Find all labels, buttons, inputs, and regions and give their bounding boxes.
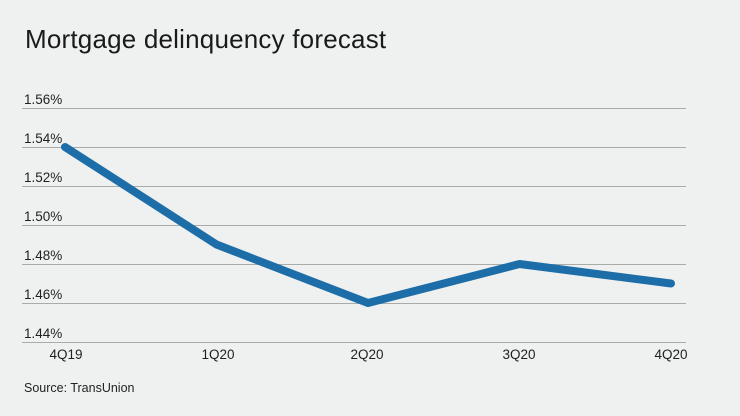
y-tick-label: 1.52% (24, 170, 63, 185)
x-tick-label: 2Q20 (350, 347, 384, 362)
y-tick-label: 1.54% (24, 131, 63, 146)
source-note: Source: TransUnion (24, 381, 135, 395)
y-tick-label: 1.50% (24, 209, 63, 224)
gridlines (22, 108, 686, 343)
delinquency-line (61, 143, 675, 307)
y-tick-label: 1.48% (24, 248, 63, 263)
y-tick-label: 1.44% (24, 326, 63, 341)
x-tick-label: 3Q20 (502, 347, 536, 362)
x-tick-label: 4Q19 (49, 347, 83, 362)
y-tick-label: 1.56% (24, 92, 63, 107)
y-tick-label: 1.46% (24, 287, 63, 302)
chart-title: Mortgage delinquency forecast (25, 24, 387, 54)
x-tick-label: 1Q20 (201, 347, 235, 362)
x-tick-label: 4Q20 (654, 347, 688, 362)
